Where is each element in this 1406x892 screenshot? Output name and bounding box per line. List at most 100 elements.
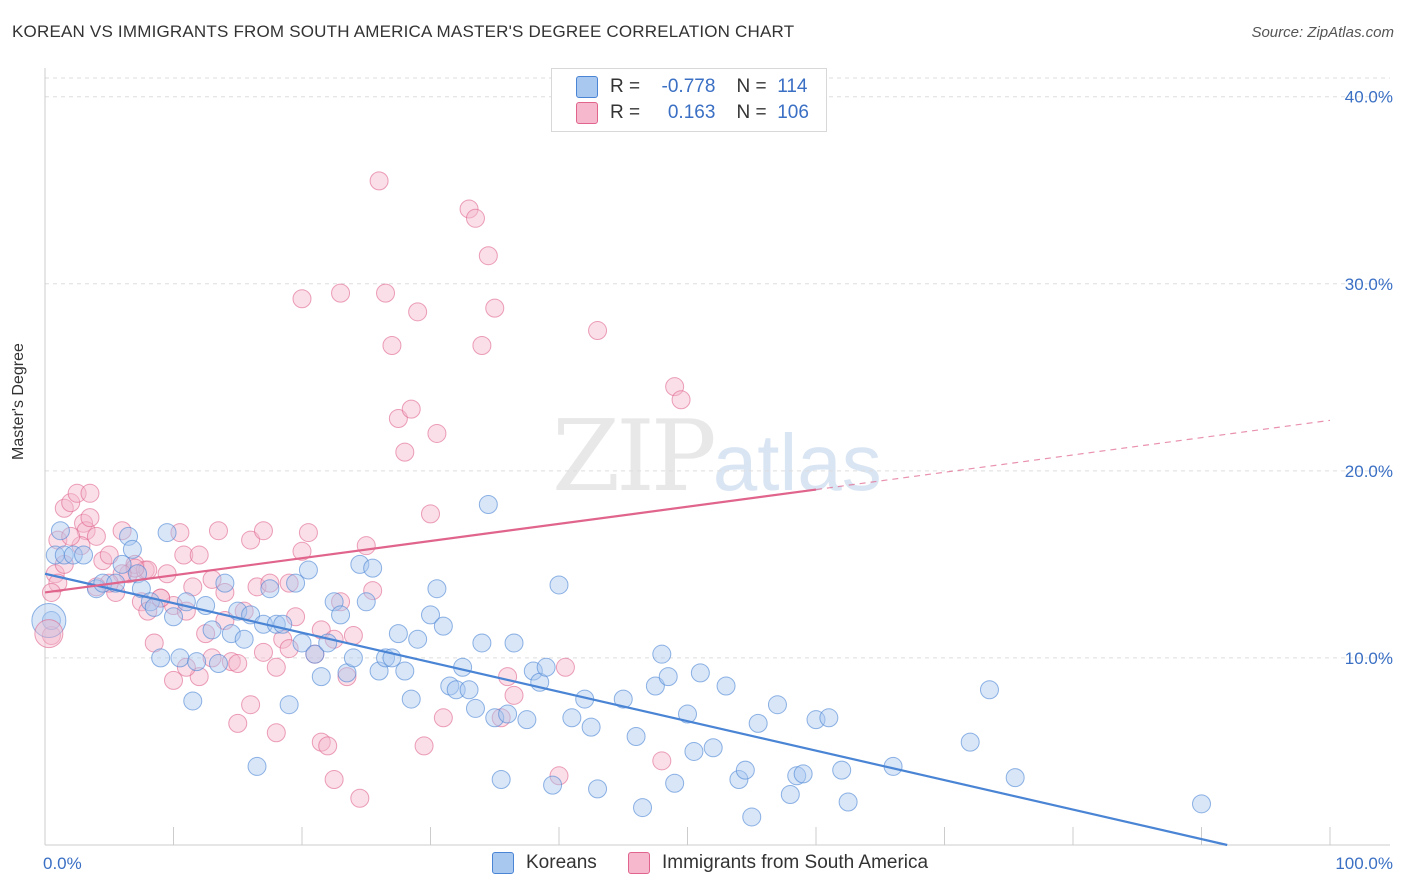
point-koreans [234,629,254,649]
legend-row-koreans: R = -0.778 N = 114 [576,74,807,100]
legend-n-label: N = [736,76,767,97]
legend-r-label: R = [610,76,641,97]
bottom-legend-label-koreans: Koreans [526,852,597,873]
chart-title: KOREAN VS IMMIGRANTS FROM SOUTH AMERICA … [12,22,795,41]
point-koreans [260,579,280,599]
trend-line-immigrants [44,488,817,594]
watermark-zip: ZIP [552,400,717,514]
point-immigrants [588,321,608,341]
point-immigrants [343,625,363,645]
point-koreans [122,539,142,559]
legend-row-immigrants: R = 0.163 N = 106 [576,100,809,126]
point-koreans [523,661,543,681]
y-tick-label: 10.0% [1345,649,1393,668]
point-immigrants [376,283,396,303]
point-koreans [780,784,800,804]
point-koreans [613,689,633,709]
point-immigrants [279,573,299,593]
point-immigrants [465,208,485,228]
point-koreans [549,575,569,595]
point-koreans [41,611,61,631]
y-tick-label: 30.0% [1345,275,1393,294]
point-immigrants [157,564,177,584]
point-koreans [658,667,678,687]
point-immigrants [504,685,524,705]
legend-swatch-immigrants [576,102,598,124]
point-immigrants [485,298,505,318]
point-immigrants [331,283,351,303]
legend-n-value: 114 [777,76,808,97]
point-immigrants [382,336,402,356]
point-koreans [652,644,672,664]
point-koreans [690,663,710,683]
point-immigrants [208,521,228,541]
bottom-legend-swatch-koreans [492,852,514,874]
point-immigrants [253,642,273,662]
point-koreans [767,695,787,715]
point-immigrants [241,695,261,715]
point-koreans [343,648,363,668]
point-immigrants [99,545,119,565]
legend: R = -0.778 N = 114 R = 0.163 N = 106 [551,68,827,132]
point-koreans [356,592,376,612]
bottom-legend: Koreans Immigrants from South America [0,852,1406,876]
point-immigrants [356,536,376,556]
point-koreans [292,633,312,653]
point-koreans [536,657,556,677]
point-koreans [838,792,858,812]
point-koreans [305,644,325,664]
point-koreans [363,558,383,578]
point-immigrants [427,423,447,443]
x-tick-label: 100.0% [1335,854,1393,873]
point-immigrants [80,483,100,503]
point-koreans [543,775,563,795]
point-koreans [63,545,83,565]
point-koreans [498,704,518,724]
point-koreans [183,691,203,711]
point-koreans [588,779,608,799]
point-koreans [350,554,370,574]
point-immigrants [80,508,100,528]
point-immigrants [549,766,569,786]
point-koreans [716,676,736,696]
point-koreans [504,633,524,653]
point-koreans [626,726,646,746]
point-koreans [202,620,222,640]
point-immigrants [228,654,248,674]
point-koreans [684,741,704,761]
bottom-legend-label-immigrants: Immigrants from South America [662,852,929,873]
point-immigrants [228,713,248,733]
point-immigrants [652,751,672,771]
y-tick-label: 40.0% [1345,88,1393,107]
point-koreans [485,708,505,728]
point-immigrants [189,667,209,687]
point-immigrants [61,493,81,513]
point-immigrants [86,526,106,546]
point-koreans [74,545,94,565]
point-koreans [331,605,351,625]
point-koreans [151,648,171,668]
legend-n-value: 106 [777,102,809,123]
point-immigrants [472,336,492,356]
point-koreans [665,773,685,793]
point-immigrants [61,526,81,546]
point-immigrants [260,573,280,593]
point-koreans [1005,768,1025,788]
point-immigrants [498,667,518,687]
point-immigrants [478,246,498,266]
point-koreans [408,629,428,649]
point-koreans [433,616,453,636]
point-immigrants [318,736,338,756]
point-koreans [157,523,177,543]
point-koreans [128,564,148,584]
point-immigrants [459,199,479,219]
point-koreans [742,807,762,827]
point-koreans [645,676,665,696]
point-koreans [395,661,415,681]
point-koreans [832,760,852,780]
point-koreans [170,648,190,668]
point-immigrants [331,592,351,612]
trend-line-immigrants-extension [815,419,1331,491]
point-koreans [286,573,306,593]
